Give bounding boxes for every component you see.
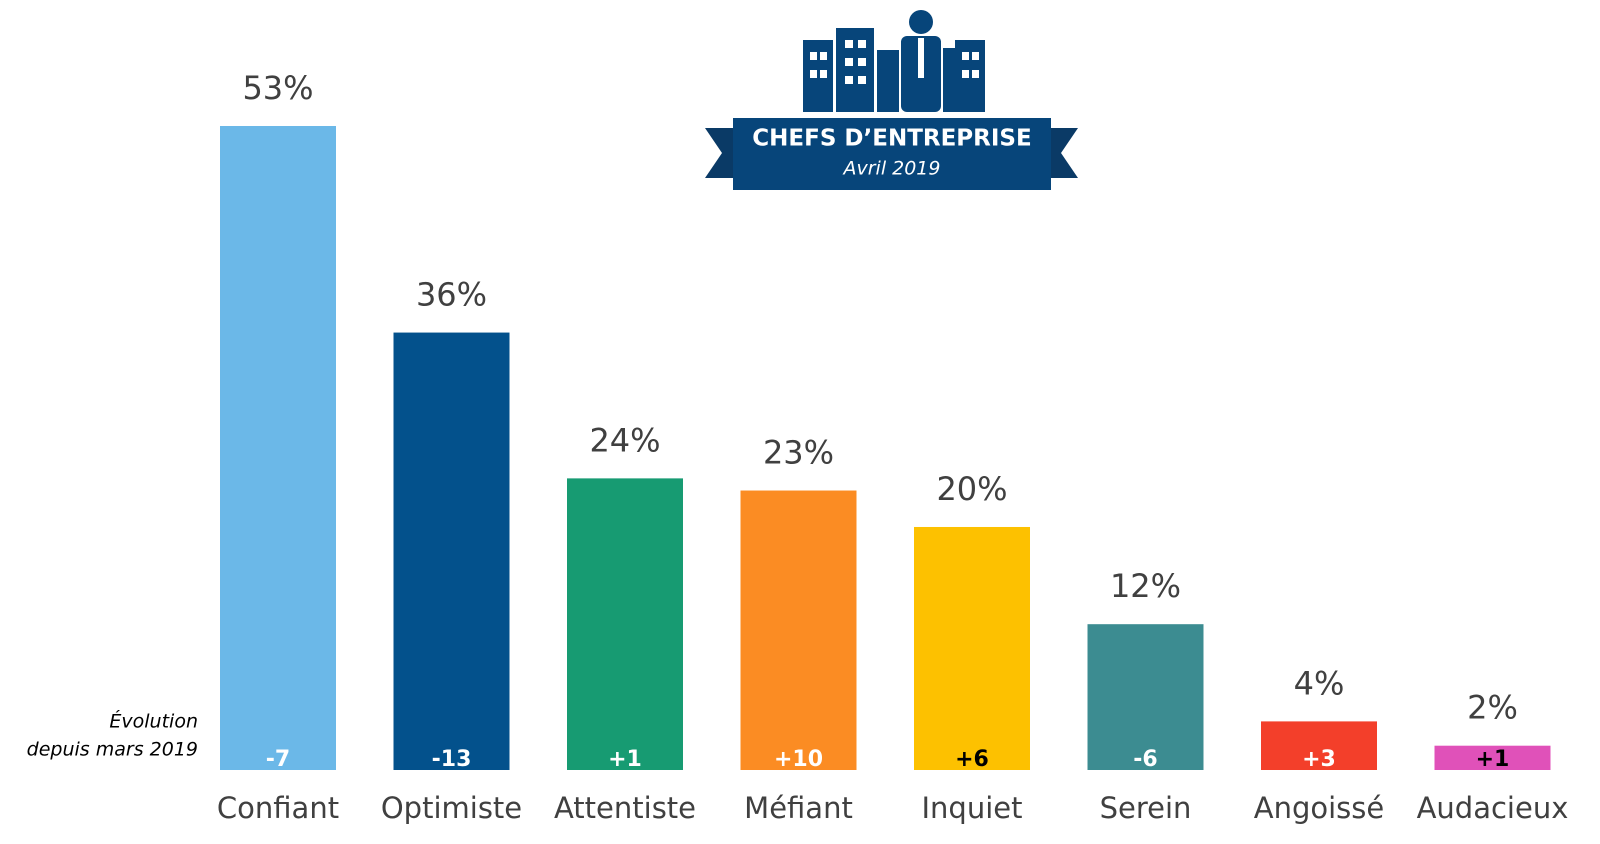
value-label: 20% — [936, 470, 1007, 508]
evolution-label: depuis mars 2019 — [27, 739, 198, 761]
evolution-value: -7 — [266, 747, 290, 772]
x-tick-label: Audacieux — [1417, 791, 1569, 825]
evolution-value: +6 — [955, 747, 989, 772]
chart-title: CHEFS D’ENTREPRISE — [752, 126, 1031, 152]
bar — [740, 490, 857, 770]
building-icon — [803, 10, 985, 112]
evolution-value: +3 — [1302, 747, 1336, 772]
x-tick-label: Attentiste — [554, 791, 696, 825]
x-tick-label: Confiant — [217, 791, 339, 825]
badge: CHEFS D’ENTREPRISE Avril 2019 — [705, 10, 1078, 190]
ribbon-right — [1048, 128, 1078, 178]
windows — [810, 38, 979, 84]
x-tick-label: Angoissé — [1254, 791, 1385, 825]
bar — [914, 526, 1030, 770]
value-label: 24% — [589, 421, 660, 459]
value-label: 4% — [1294, 664, 1345, 702]
value-label: 2% — [1467, 689, 1518, 727]
evolution-value: -13 — [432, 747, 472, 772]
x-tick-label: Méfiant — [744, 791, 853, 825]
value-label: 53% — [242, 69, 313, 107]
evolution-value: +1 — [608, 747, 642, 772]
evolution-label: Évolution — [109, 710, 198, 733]
evolution-value: +1 — [1476, 747, 1510, 772]
bar — [1261, 721, 1377, 770]
x-tick-label: Serein — [1100, 791, 1192, 825]
evolution-value: +10 — [774, 747, 823, 772]
value-label: 12% — [1110, 567, 1181, 605]
bar — [220, 126, 336, 770]
bar — [393, 332, 510, 770]
bar — [1087, 624, 1204, 770]
evolution-value: -6 — [1133, 747, 1157, 772]
badge-box — [733, 118, 1051, 190]
bar — [567, 478, 683, 770]
bar — [1434, 745, 1551, 770]
x-tick-label: Inquiet — [922, 791, 1023, 825]
x-tick-label: Optimiste — [381, 791, 522, 825]
value-label: 36% — [416, 276, 487, 314]
chart-subtitle: Avril 2019 — [841, 158, 940, 180]
ribbon-left — [705, 128, 735, 178]
value-label: 23% — [763, 434, 834, 472]
